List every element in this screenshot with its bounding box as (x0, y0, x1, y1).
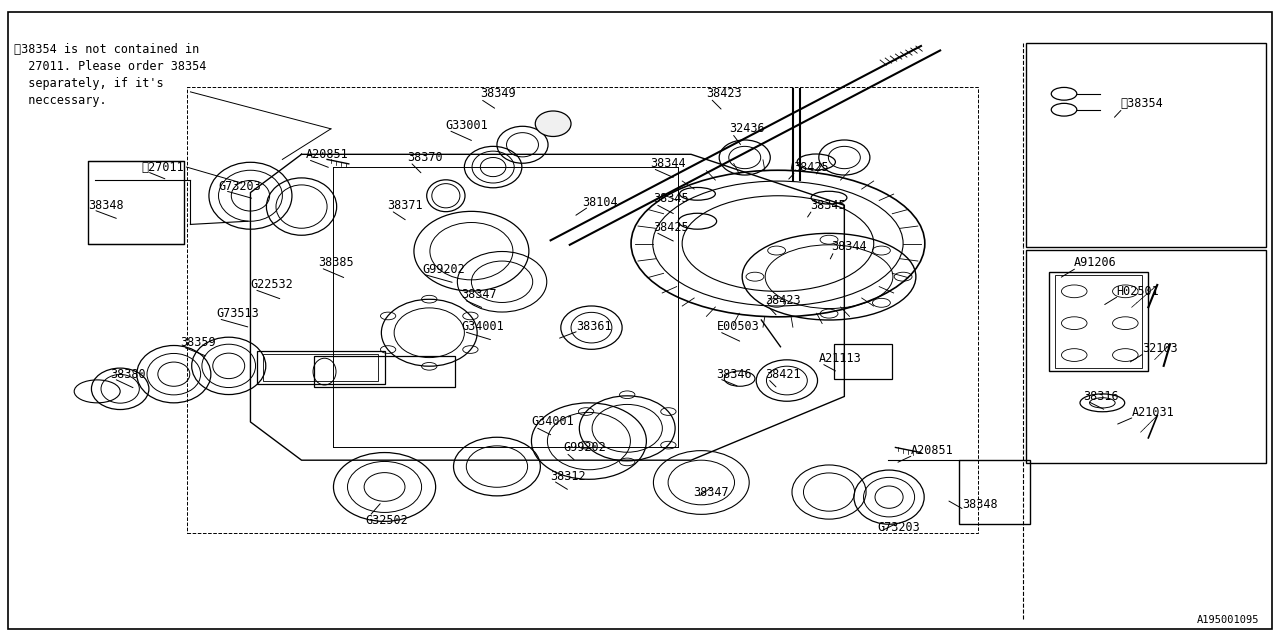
Bar (257, 351, 384, 384)
Bar (1048, 272, 1148, 371)
Text: 38104: 38104 (582, 196, 618, 209)
Text: 38371: 38371 (387, 199, 422, 212)
Bar (959, 460, 1029, 524)
Bar (835, 344, 892, 379)
Text: G73203: G73203 (219, 180, 261, 193)
Text: G73203: G73203 (878, 520, 920, 534)
Text: A20851: A20851 (306, 148, 348, 161)
Text: 38316: 38316 (1083, 390, 1119, 403)
Text: 38312: 38312 (550, 470, 586, 483)
Text: 38348: 38348 (88, 199, 124, 212)
Text: 38348: 38348 (961, 499, 997, 511)
Text: G22532: G22532 (251, 278, 293, 291)
Text: G99202: G99202 (563, 441, 607, 454)
Text: H02501: H02501 (1116, 285, 1160, 298)
Bar (315, 356, 454, 387)
Bar (88, 161, 184, 244)
Text: 32103: 32103 (1142, 342, 1178, 355)
Text: 32436: 32436 (730, 122, 765, 135)
Bar (264, 354, 378, 381)
Bar (1025, 250, 1266, 463)
Text: A21113: A21113 (819, 352, 861, 365)
Text: 38347: 38347 (694, 486, 730, 499)
Text: 38421: 38421 (765, 367, 801, 381)
Text: E00503: E00503 (717, 320, 759, 333)
Text: G99202: G99202 (422, 262, 466, 276)
Text: 38423: 38423 (765, 294, 801, 307)
Text: G34001: G34001 (461, 320, 504, 333)
Bar (187, 88, 978, 534)
Text: 38359: 38359 (180, 336, 216, 349)
Text: ※38354: ※38354 (1120, 97, 1164, 110)
Text: 38347: 38347 (461, 288, 497, 301)
Bar (1025, 43, 1266, 246)
Text: A20851: A20851 (911, 444, 954, 457)
Text: ※38354 is not contained in
  27011. Please order 38354
  separately, if it's
  n: ※38354 is not contained in 27011. Please… (14, 43, 206, 107)
Text: A21031: A21031 (1132, 406, 1175, 419)
Text: 38344: 38344 (832, 240, 868, 253)
Text: 38349: 38349 (480, 87, 516, 100)
Text: 38345: 38345 (653, 193, 689, 205)
Text: 38425: 38425 (653, 221, 689, 234)
Text: G73513: G73513 (216, 307, 259, 320)
Text: G33001: G33001 (445, 119, 489, 132)
Text: 38423: 38423 (707, 87, 742, 100)
Text: 38370: 38370 (407, 151, 443, 164)
Text: A91206: A91206 (1074, 256, 1117, 269)
Text: ※27011: ※27011 (142, 161, 184, 173)
Text: 38346: 38346 (717, 367, 753, 381)
Text: G34001: G34001 (531, 415, 575, 428)
Text: 38385: 38385 (319, 256, 353, 269)
Text: 38425: 38425 (794, 161, 829, 173)
Text: 38361: 38361 (576, 320, 612, 333)
Text: 38345: 38345 (810, 199, 846, 212)
Bar (1055, 275, 1142, 368)
Text: 38344: 38344 (650, 157, 686, 170)
Text: G32502: G32502 (365, 514, 408, 527)
Ellipse shape (535, 111, 571, 136)
Text: 38380: 38380 (110, 367, 146, 381)
Text: A195001095: A195001095 (1197, 614, 1260, 625)
